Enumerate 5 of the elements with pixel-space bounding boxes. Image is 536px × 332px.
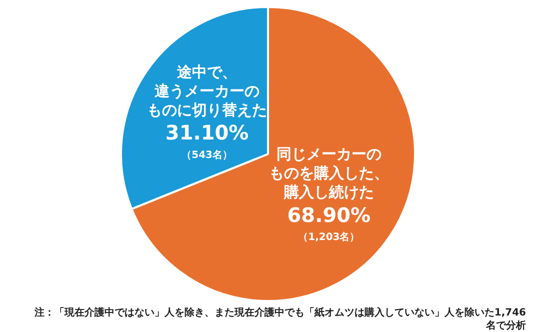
text: 注：「現在介護中ではない」人を除き、また現在介護中でも「紙オムツは購入していない」人を除いた1,746名で分析 — [33, 306, 526, 332]
slice-label: 途中で、違うメーカーのものに切り替えた — [147, 62, 268, 119]
data-label: 68.90% （1,203名） — [287, 202, 371, 244]
slice-label: 同じメーカーのものを購入した、購入し続けた — [268, 145, 389, 202]
data-label: 31.10% （543名） — [165, 120, 249, 161]
